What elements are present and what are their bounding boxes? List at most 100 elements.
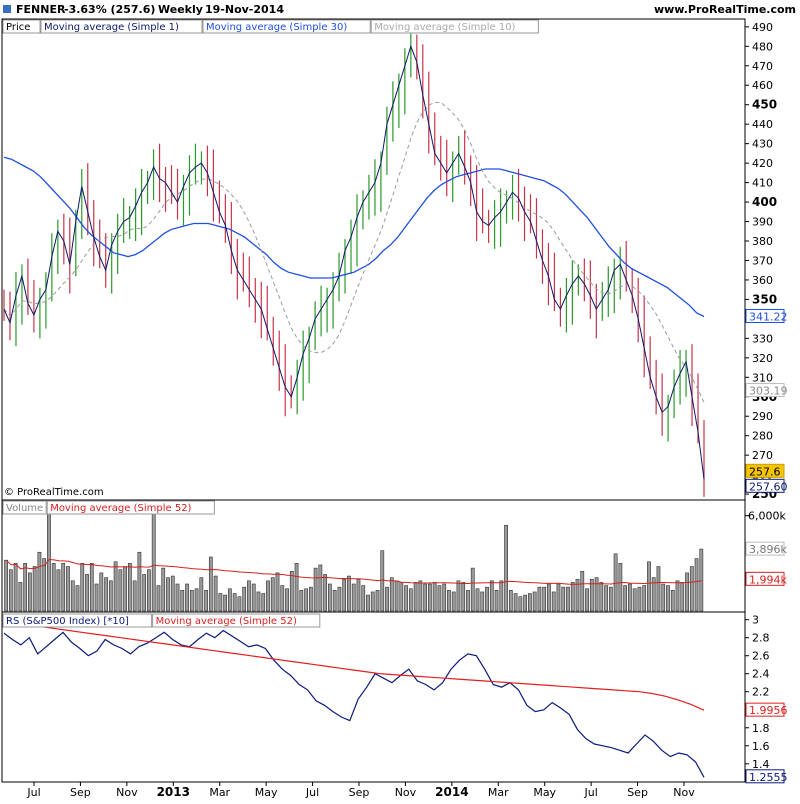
site-label[interactable]: www.ProRealTime.com: [654, 3, 796, 16]
volume-ma-value-tag-box: [745, 571, 785, 586]
volume-bar: [147, 569, 151, 612]
volume-bar: [51, 563, 56, 612]
volume-bar: [380, 550, 385, 612]
x-tick-label: May: [533, 786, 556, 799]
volume-bar: [537, 586, 542, 612]
volume-bar: [104, 577, 108, 612]
volume-bar: [570, 582, 575, 612]
price-y-tick-label: 430: [752, 138, 773, 151]
volume-bar: [523, 594, 528, 612]
legend-label: Moving average (Simple 30): [206, 22, 347, 33]
x-tick-label: Sep: [349, 786, 370, 799]
volume-bar: [232, 593, 237, 612]
volume-bar: [466, 590, 470, 612]
price-y-tick-label: 440: [752, 118, 773, 131]
price-y-tick-label: 420: [752, 157, 773, 170]
volume-bar: [518, 596, 523, 612]
ma1-line: [3, 44, 705, 480]
volume-bar: [8, 569, 13, 612]
volume-bar: [647, 561, 651, 612]
volume-bar: [589, 578, 594, 612]
volume-bar: [118, 569, 123, 612]
volume-bar: [418, 580, 423, 612]
legend-box: [2, 613, 153, 628]
volume-bar: [132, 580, 137, 612]
volume-bar: [413, 582, 418, 612]
volume-bar: [156, 585, 161, 612]
ma30-line: [3, 156, 705, 318]
rs-y-tick-label: 1.8: [752, 722, 770, 735]
volume-value-tag-box: [745, 541, 785, 556]
volume-bar: [366, 594, 370, 612]
volume-bar: [4, 559, 8, 612]
price-y-tick-label: 490: [752, 21, 773, 34]
rs-y-tick-label: 2.4: [752, 668, 770, 681]
volume-bar: [332, 590, 337, 612]
volume-bar: [432, 582, 437, 612]
volume-bar: [566, 586, 570, 612]
volume-bar: [180, 590, 185, 612]
rs-value-tag: 1.2555: [749, 771, 788, 784]
volume-bar: [275, 572, 280, 612]
volume-bar: [323, 574, 328, 612]
ma10-value-tag-box: [745, 383, 785, 398]
volume-bar: [494, 590, 499, 612]
instrument-icon[interactable]: [3, 5, 11, 13]
ma10-value-tag: 303.19: [749, 385, 788, 398]
volume-bar: [308, 586, 313, 612]
volume-bar: [513, 593, 518, 612]
last-price-tag: 257.6: [749, 465, 781, 478]
axes: 2502602702802903003103203303403503603703…: [26, 21, 787, 799]
volume-bar: [32, 566, 37, 612]
volume-bar: [632, 588, 637, 612]
volume-bar: [637, 586, 642, 612]
rs-ma-value-tag-box: [745, 702, 785, 717]
volume-bar: [508, 590, 513, 612]
volume-bar: [551, 591, 556, 612]
volume-bar: [161, 567, 166, 612]
volume-bar: [94, 583, 99, 612]
x-tick-label: 2013: [157, 785, 190, 799]
rs-ma-line: [3, 620, 705, 711]
volume-ma-value-tag: 1,994k: [749, 573, 787, 586]
price-y-tick-label: 270: [752, 449, 773, 462]
price-y-tick-label: 450: [752, 98, 777, 112]
ma30-value-tag-box: [745, 309, 785, 324]
rs-ma-value-tag: 1.9956: [749, 704, 788, 717]
volume-bar: [618, 563, 623, 612]
price-y-tick-label: 360: [752, 274, 773, 287]
volume-bar: [270, 577, 275, 612]
price-y-tick-label: 410: [752, 177, 773, 190]
volume-bar: [185, 583, 189, 612]
volume-bar: [394, 580, 399, 612]
volume-bar: [218, 593, 223, 612]
volume-bar: [242, 586, 247, 612]
volume-bar: [389, 577, 394, 612]
volume-bar: [623, 585, 628, 612]
volume-bar: [651, 577, 656, 612]
volume-bar: [404, 585, 408, 612]
legend-box: [2, 19, 41, 34]
volume-bar: [194, 588, 199, 612]
volume-bar: [266, 580, 270, 612]
volume-bar: [642, 585, 647, 612]
volume-bar: [113, 561, 118, 612]
volume-bar: [289, 570, 294, 612]
price-y-tick-label: 330: [752, 332, 773, 345]
volume-bar: [66, 566, 70, 612]
volume-bar: [399, 582, 404, 612]
volume-bar: [261, 593, 266, 612]
volume-bar: [37, 551, 42, 612]
volume-bar: [375, 590, 380, 612]
x-tick-label: Sep: [70, 786, 91, 799]
x-tick-label: May: [255, 786, 278, 799]
volume-bar: [285, 588, 289, 612]
x-tick-label: Mar: [488, 786, 509, 799]
legends: Price Moving average (Simple 1) Moving ave…: [2, 19, 539, 628]
volume-bar: [661, 583, 666, 612]
volume-bar: [437, 585, 442, 612]
ma10-line: [3, 101, 705, 403]
volume-bar: [256, 591, 261, 612]
volume-bar: [89, 563, 94, 612]
